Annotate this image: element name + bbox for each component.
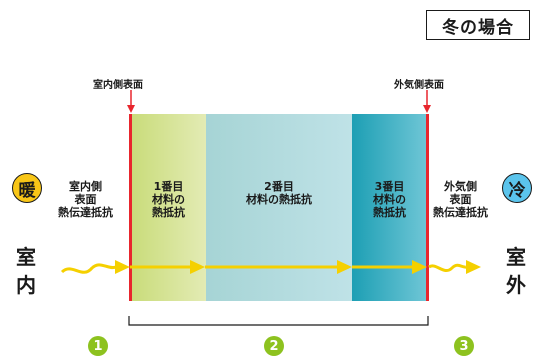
indoor-room-char: 内 bbox=[16, 273, 36, 297]
layer-1-line: 材料の bbox=[152, 193, 185, 206]
indoor-surface-boundary bbox=[129, 114, 132, 301]
indoor-room-char: 室 bbox=[16, 245, 36, 269]
outdoor-room-label: 室 外 bbox=[506, 243, 526, 299]
outdoor-resistance-label: 外気側 表面 熱伝達抵抗 bbox=[433, 180, 488, 219]
layer-2: 2番目 材料の熱抵抗 bbox=[206, 114, 352, 301]
indoor-resistance-label: 室内側 表面 熱伝達抵抗 bbox=[58, 180, 113, 219]
layer-1-line: 1番目 bbox=[153, 180, 184, 193]
layer-3-line: 材料の bbox=[373, 193, 406, 206]
number-badge-2: 2 bbox=[264, 336, 284, 356]
layer-2-line: 2番目 bbox=[264, 180, 294, 193]
outdoor-room-char: 外 bbox=[506, 273, 526, 297]
outdoor-resistance-line: 表面 bbox=[449, 193, 472, 206]
layer-1-line: 熱抵抗 bbox=[152, 206, 185, 219]
season-title: 冬の場合 bbox=[426, 10, 530, 40]
layer-3-line: 3番目 bbox=[374, 180, 405, 193]
indoor-resistance-line: 室内側 bbox=[69, 180, 102, 193]
number-badge-3: 3 bbox=[454, 336, 474, 356]
heat-flow-arrowhead bbox=[190, 260, 205, 274]
layer-2-line: 材料の熱抵抗 bbox=[246, 193, 312, 206]
warm-badge: 暖 bbox=[12, 173, 42, 203]
indoor-room-label: 室 内 bbox=[16, 243, 36, 299]
outdoor-resistance-line: 熱伝達抵抗 bbox=[433, 206, 488, 219]
layer-1: 1番目 材料の 熱抵抗 bbox=[131, 114, 206, 301]
layer-3-line: 熱抵抗 bbox=[373, 206, 406, 219]
heat-flow-arrowhead bbox=[412, 260, 427, 274]
heat-flow-arrowhead bbox=[115, 260, 130, 274]
indoor-surface-label: 室内側表面 bbox=[93, 80, 143, 91]
cold-badge: 冷 bbox=[502, 173, 532, 203]
heat-flow-arrowhead bbox=[337, 260, 352, 274]
outdoor-room-char: 室 bbox=[506, 245, 526, 269]
heat-flow-wave-out bbox=[428, 263, 467, 272]
indoor-resistance-line: 表面 bbox=[74, 193, 97, 206]
heat-flow-arrowhead bbox=[466, 260, 481, 274]
outdoor-resistance-line: 外気側 bbox=[444, 180, 477, 193]
outdoor-surface-boundary bbox=[426, 114, 429, 301]
number-badge-1: 1 bbox=[88, 336, 108, 356]
indoor-resistance-line: 熱伝達抵抗 bbox=[58, 206, 113, 219]
outdoor-surface-label: 外気側表面 bbox=[394, 80, 444, 91]
outdoor-surface-arrow-head bbox=[423, 105, 431, 113]
heat-flow-wave-in bbox=[60, 263, 117, 274]
bracket-line bbox=[128, 316, 429, 326]
indoor-surface-arrow-head bbox=[127, 105, 135, 113]
